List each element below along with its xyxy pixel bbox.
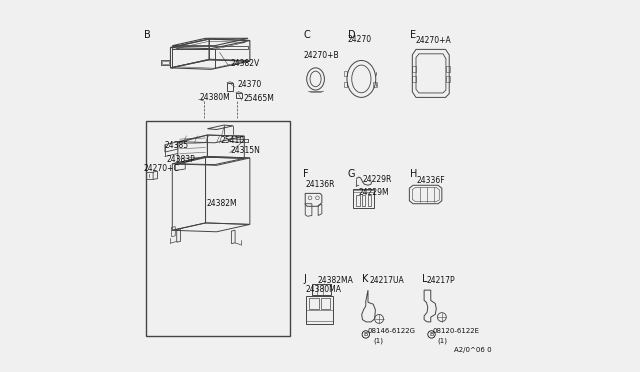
Text: G: G [348, 169, 355, 179]
Bar [321, 298, 330, 309]
Text: 24382V: 24382V [230, 59, 260, 68]
Text: 24217UA: 24217UA [369, 276, 404, 285]
Bar [356, 195, 360, 206]
Text: 24370: 24370 [237, 80, 262, 89]
Text: C: C [303, 30, 310, 40]
Text: B: B [143, 30, 150, 40]
Text: F: F [303, 169, 309, 179]
Text: 24217P: 24217P [426, 276, 455, 285]
Bar [312, 284, 331, 295]
Text: 24380M: 24380M [200, 93, 230, 102]
Text: B: B [364, 332, 368, 337]
Bar [162, 61, 168, 64]
Bar [373, 82, 377, 87]
Bar [146, 121, 290, 336]
Text: 24380MA: 24380MA [306, 285, 342, 294]
Text: 24270: 24270 [348, 35, 372, 44]
Text: 24270+A: 24270+A [416, 36, 452, 45]
Bar [412, 76, 416, 82]
Bar [362, 195, 365, 206]
Text: (1): (1) [437, 337, 447, 344]
Text: 24136R: 24136R [305, 180, 335, 189]
Text: E: E [410, 30, 417, 40]
Text: L: L [422, 274, 427, 284]
Text: 24382MA: 24382MA [317, 276, 353, 285]
Bar [344, 71, 348, 76]
Text: 25410: 25410 [220, 137, 244, 145]
Bar [367, 195, 371, 206]
Bar [446, 76, 450, 82]
Text: K: K [362, 274, 369, 284]
Text: 24270+B: 24270+B [304, 51, 339, 60]
Text: B: B [429, 332, 434, 337]
Text: 08120-6122E: 08120-6122E [433, 328, 480, 334]
Bar [309, 298, 319, 309]
Bar [446, 65, 450, 71]
Text: (1): (1) [374, 337, 383, 344]
Text: 25465M: 25465M [243, 94, 274, 103]
Text: 24229M: 24229M [358, 188, 389, 197]
Text: H: H [410, 169, 418, 179]
Text: 24270+C: 24270+C [143, 164, 179, 173]
Text: 24385: 24385 [165, 141, 189, 150]
Bar [236, 93, 242, 98]
Text: D: D [348, 30, 355, 40]
Text: 24383P: 24383P [167, 155, 196, 164]
Text: 08146-6122G: 08146-6122G [367, 328, 415, 334]
Text: 24315N: 24315N [230, 145, 260, 155]
Bar [412, 65, 416, 71]
Bar [227, 83, 233, 91]
Text: 24382M: 24382M [206, 199, 237, 208]
Bar [344, 82, 348, 87]
Text: A2/0^06 0: A2/0^06 0 [454, 347, 492, 353]
Text: 24229R: 24229R [362, 175, 392, 184]
Text: 24336F: 24336F [417, 176, 445, 185]
Text: J: J [303, 274, 307, 284]
